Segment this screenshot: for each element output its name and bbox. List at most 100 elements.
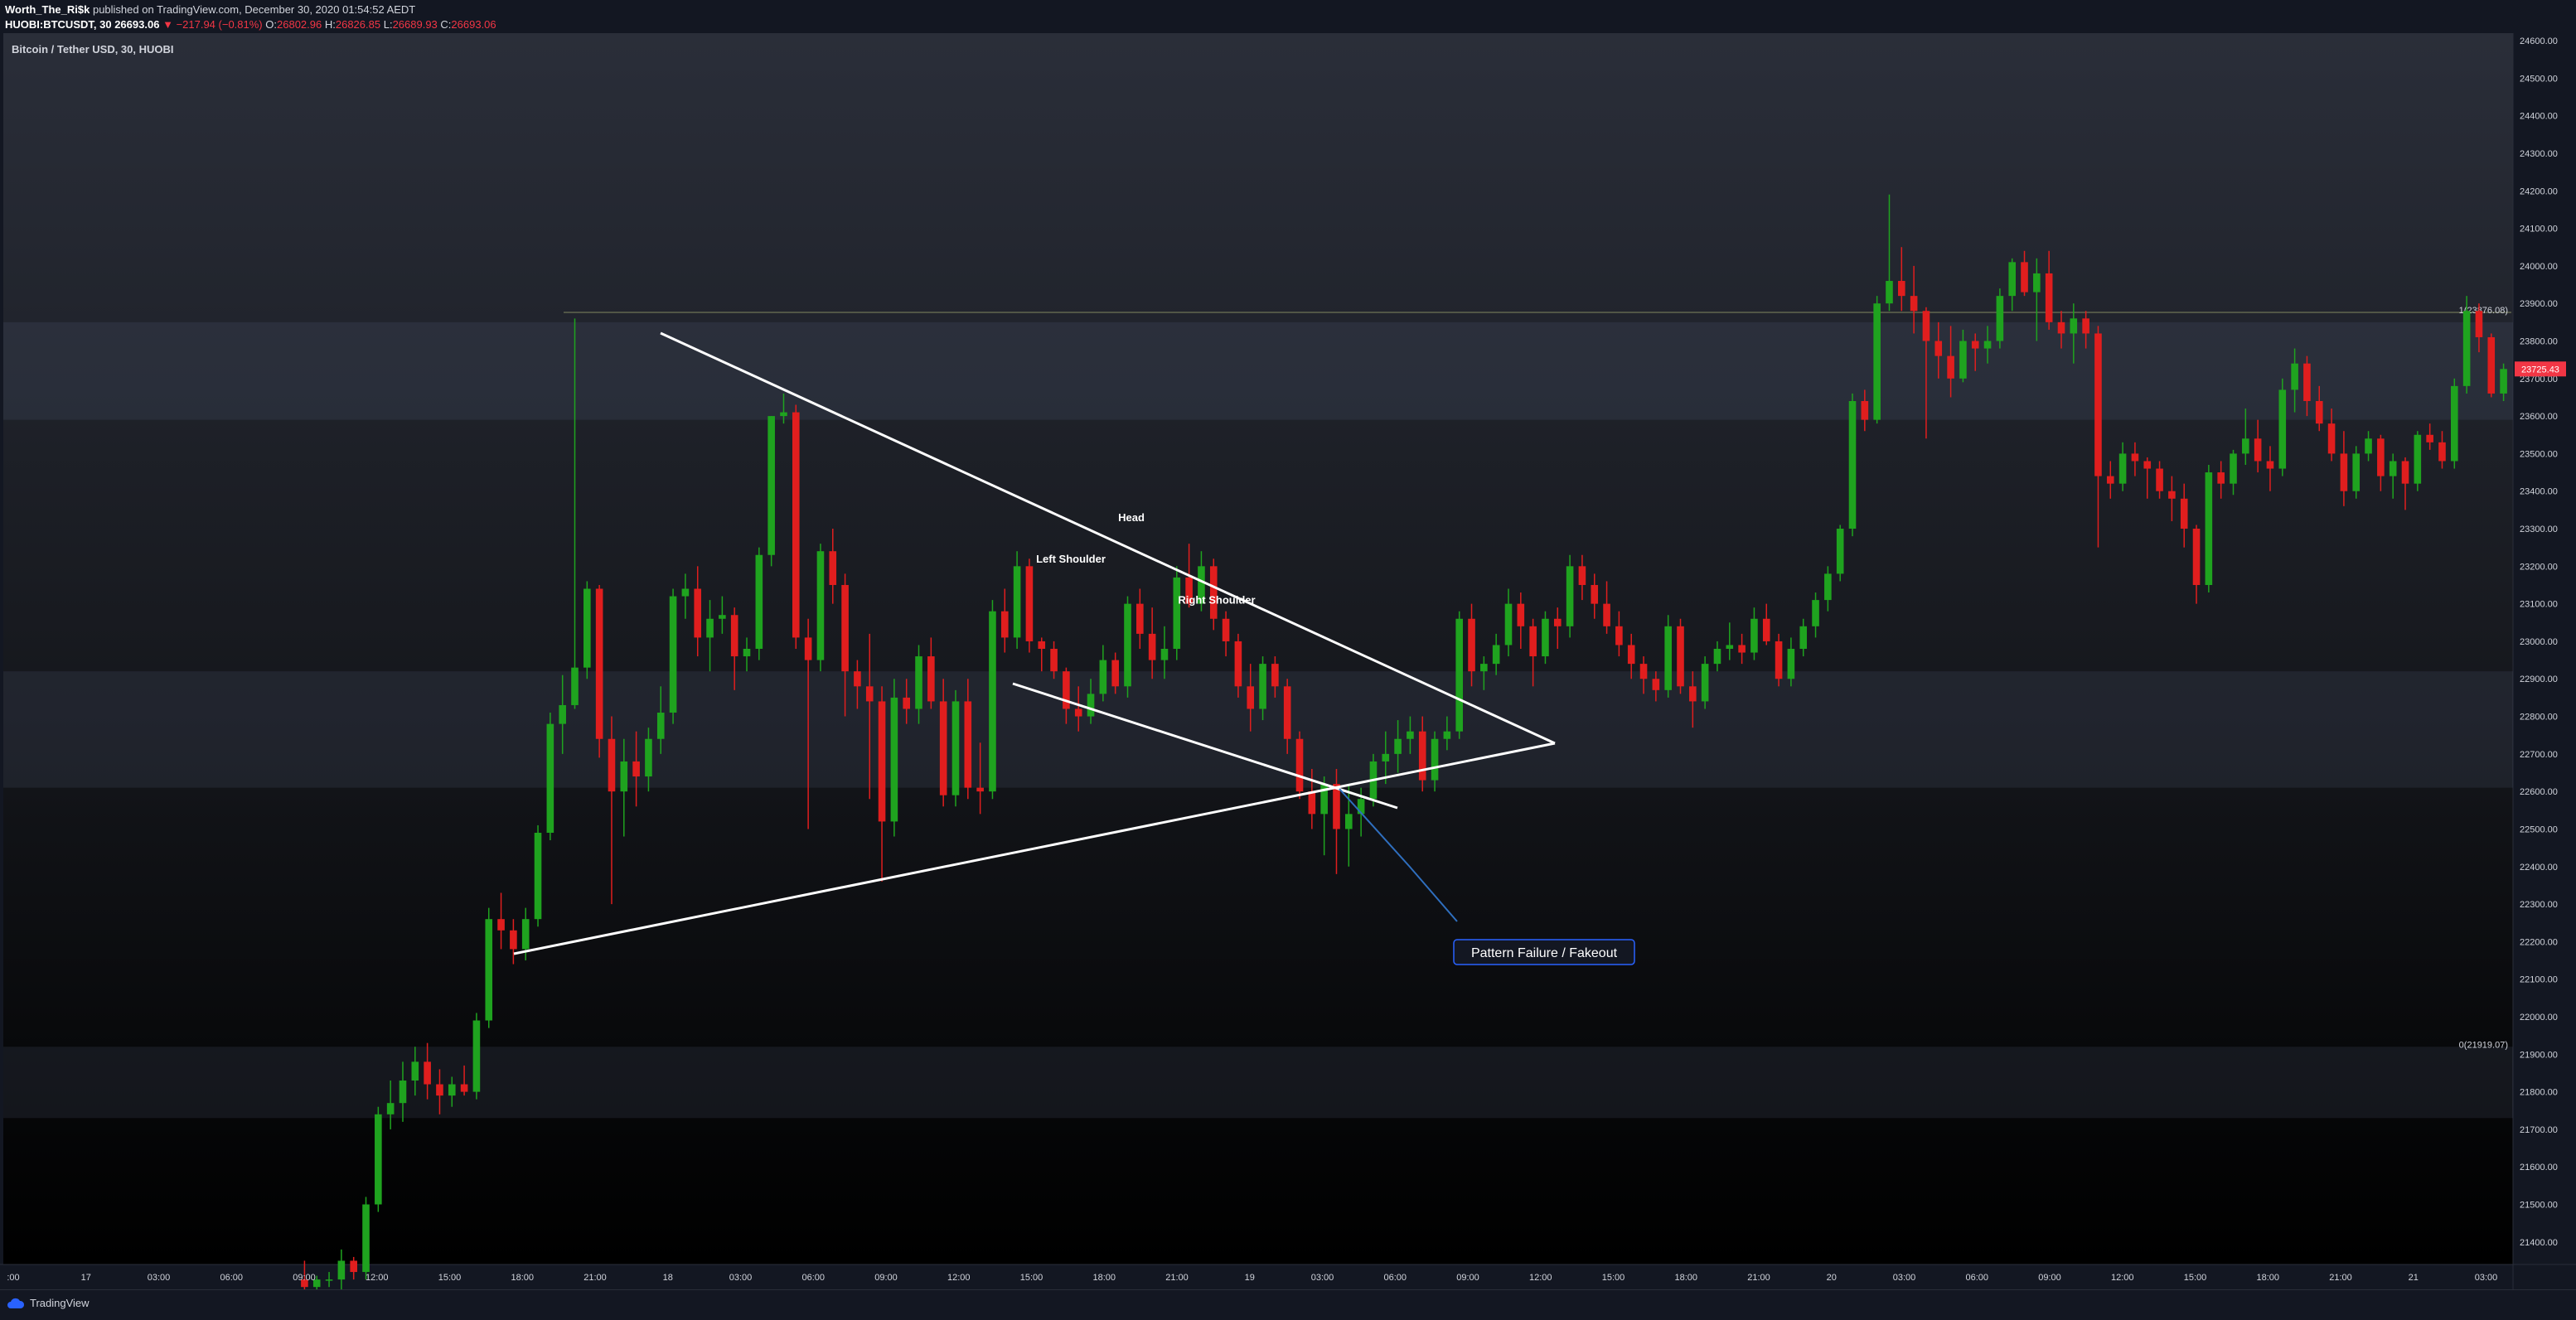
candle[interactable] (2033, 258, 2041, 341)
candle[interactable] (1063, 667, 1070, 724)
candle[interactable] (1750, 607, 1758, 660)
lower-trendline[interactable] (513, 742, 1556, 955)
candle[interactable] (2487, 333, 2496, 398)
candle[interactable] (2118, 442, 2127, 491)
candle[interactable] (1627, 633, 1635, 679)
candle[interactable] (1382, 731, 1390, 785)
candle[interactable] (1099, 645, 1107, 702)
candle[interactable] (989, 600, 996, 800)
tradingview-logo[interactable]: TradingView (7, 1297, 90, 1309)
candle[interactable] (2106, 461, 2114, 499)
candle[interactable] (337, 1249, 346, 1289)
candle[interactable] (951, 689, 960, 807)
candle[interactable] (2131, 442, 2139, 476)
candle[interactable] (2327, 409, 2336, 462)
candle[interactable] (1013, 551, 1021, 649)
candle[interactable] (632, 731, 640, 807)
candle[interactable] (1173, 566, 1181, 660)
candle[interactable] (1836, 525, 1844, 582)
candle[interactable] (1639, 656, 1648, 694)
candle[interactable] (1983, 326, 1992, 364)
candle[interactable] (1910, 265, 1918, 334)
candle[interactable] (767, 416, 775, 567)
candle[interactable] (1529, 618, 1537, 687)
candle[interactable] (1848, 393, 1857, 537)
candle[interactable] (2462, 296, 2471, 394)
candle[interactable] (1677, 618, 1684, 694)
candle[interactable] (903, 679, 910, 724)
candle[interactable] (350, 1256, 357, 1280)
annotation-label[interactable]: Left Shoulder (1036, 553, 1106, 565)
neckline[interactable] (1012, 682, 1398, 810)
candle[interactable] (964, 679, 972, 800)
price-zone[interactable] (3, 322, 2513, 420)
candle[interactable] (1234, 633, 1242, 698)
candle[interactable] (656, 686, 665, 754)
candle[interactable] (1160, 626, 1169, 679)
candle[interactable] (2500, 363, 2507, 401)
candle[interactable] (792, 404, 800, 649)
candle[interactable] (854, 660, 861, 709)
candle[interactable] (1025, 558, 1034, 653)
candle[interactable] (1591, 573, 1599, 619)
candle[interactable] (1283, 679, 1291, 754)
candle[interactable] (1209, 558, 1218, 631)
candle[interactable] (472, 1013, 481, 1100)
candle[interactable] (2057, 311, 2065, 349)
candle[interactable] (1038, 637, 1046, 672)
candle[interactable] (2389, 453, 2397, 499)
candle[interactable] (1553, 607, 1562, 649)
candle[interactable] (2070, 303, 2078, 364)
candle[interactable] (2365, 431, 2372, 462)
candle[interactable] (2340, 431, 2348, 506)
price-zone[interactable] (3, 671, 2513, 788)
candle[interactable] (694, 566, 702, 657)
candle[interactable] (645, 728, 652, 792)
candle[interactable] (2180, 483, 2188, 548)
candle[interactable] (780, 393, 787, 424)
upper-trendline[interactable] (660, 331, 1556, 745)
candle[interactable] (976, 742, 984, 815)
candle[interactable] (1861, 389, 1869, 432)
candle[interactable] (1136, 588, 1144, 649)
candle[interactable] (878, 686, 886, 882)
candle[interactable] (1492, 633, 1500, 675)
callout-box[interactable] (1453, 939, 1635, 965)
candle[interactable] (460, 1065, 468, 1096)
candle[interactable] (1652, 671, 1660, 702)
price-axis[interactable]: 24600.00 24500.00 24400.00 24300.00 24200.00… (2515, 36, 2566, 1248)
candle[interactable] (2156, 461, 2163, 499)
candle[interactable] (2205, 465, 2213, 593)
candle[interactable] (890, 679, 898, 837)
candle[interactable] (841, 573, 849, 717)
candle[interactable] (1124, 596, 1131, 698)
candle[interactable] (1247, 664, 1255, 732)
candle[interactable] (1922, 307, 1930, 439)
candle[interactable] (2254, 419, 2262, 473)
candle[interactable] (1394, 720, 1402, 773)
candle[interactable] (362, 1197, 370, 1280)
candle[interactable] (2291, 348, 2298, 413)
candle[interactable] (2045, 250, 2053, 330)
annotation-label[interactable]: Right Shoulder (1178, 594, 1255, 607)
candle[interactable] (1259, 656, 1266, 721)
chart-canvas[interactable]: 1(23876.08) 0(21919.07) Head Left Shoulder… (0, 33, 2576, 1289)
candle[interactable] (1726, 622, 1734, 660)
candle[interactable] (1111, 652, 1119, 694)
candle[interactable] (755, 547, 763, 660)
candle[interactable] (1345, 784, 1353, 867)
candle[interactable] (1603, 581, 1610, 634)
candle[interactable] (865, 633, 874, 800)
candle[interactable] (386, 1081, 395, 1129)
candle[interactable] (2094, 326, 2102, 548)
candle[interactable] (546, 713, 554, 841)
candle[interactable] (1087, 679, 1095, 724)
candle[interactable] (2008, 258, 2016, 312)
candle[interactable] (1689, 671, 1697, 728)
candle[interactable] (1934, 322, 1943, 379)
candle[interactable] (706, 600, 714, 672)
candle[interactable] (829, 529, 837, 604)
pattern-trendlines[interactable] (513, 331, 1556, 955)
candle[interactable] (1050, 641, 1058, 679)
candle[interactable] (1971, 333, 1979, 371)
